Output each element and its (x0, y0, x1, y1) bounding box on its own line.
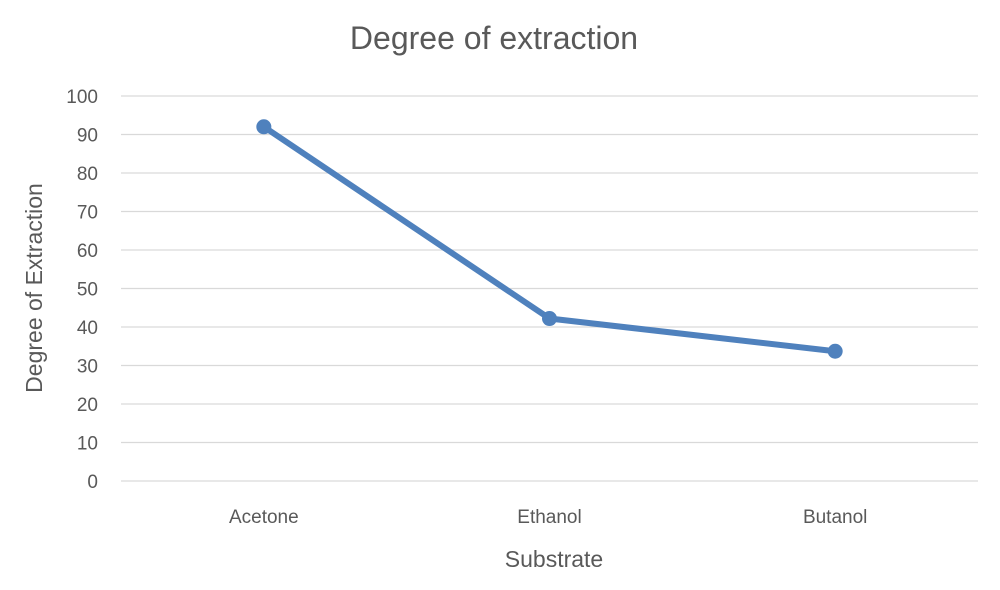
gridlines (121, 95, 978, 482)
series-layer (256, 119, 843, 359)
data-point-ethanol (542, 311, 557, 327)
x-axis-ticks: Acetone Ethanol Butanol (229, 507, 867, 528)
y-tick-label: 70 (77, 203, 98, 224)
x-tick-label: Ethanol (517, 507, 581, 528)
x-tick-label: Acetone (229, 507, 299, 528)
y-tick-label: 30 (77, 357, 98, 378)
y-tick-label: 80 (77, 164, 98, 185)
y-tick-label: 50 (77, 280, 98, 301)
y-tick-label: 0 (87, 472, 98, 493)
y-tick-label: 10 (77, 434, 98, 455)
chart-title: Degree of extraction (350, 20, 638, 56)
y-tick-label: 20 (77, 395, 98, 416)
x-tick-label: Butanol (803, 507, 867, 528)
x-axis-title: Substrate (505, 546, 603, 572)
y-axis-ticks: 0 10 20 30 40 50 60 70 80 90 100 (66, 87, 98, 493)
y-axis-title: Degree of Extraction (21, 183, 47, 393)
y-tick-label: 40 (77, 318, 98, 339)
y-tick-label: 100 (66, 87, 98, 108)
data-point-acetone (256, 119, 272, 135)
y-tick-label: 90 (77, 126, 98, 147)
y-tick-label: 60 (77, 241, 98, 262)
data-point-butanol (827, 343, 843, 359)
